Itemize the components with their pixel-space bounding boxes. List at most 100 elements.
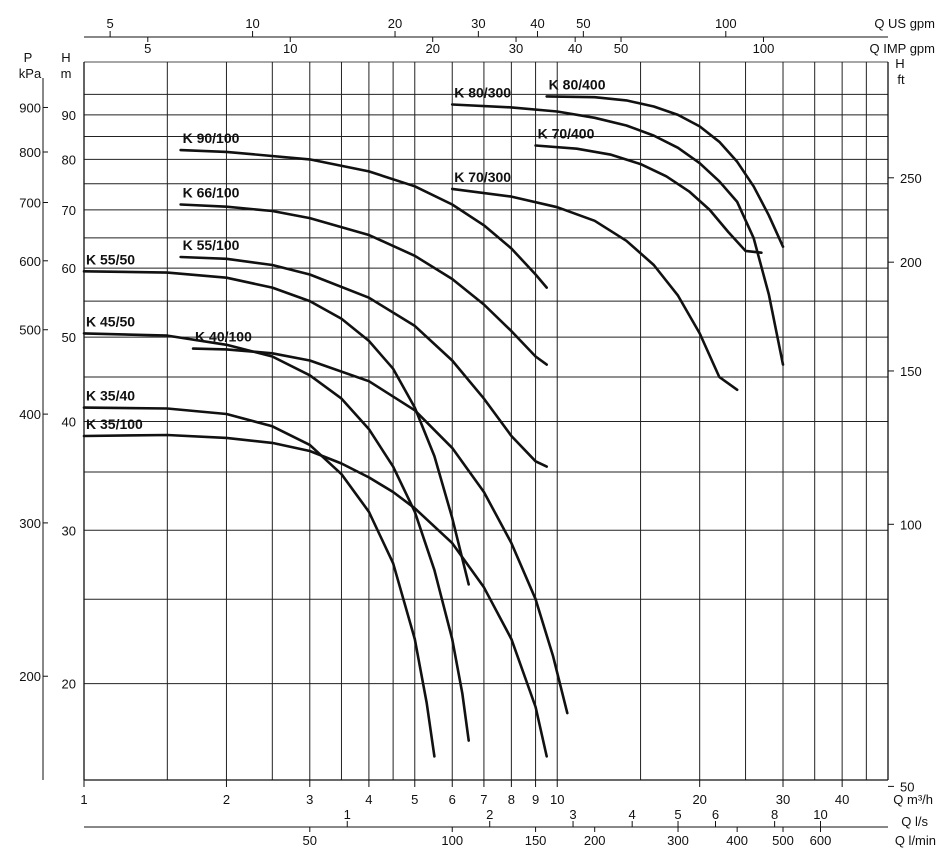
series-line (545, 95, 785, 248)
x-tick-label: 6 (449, 792, 456, 807)
pressure-axis-label: P (24, 50, 33, 65)
head-ft-axis-unit: ft (897, 72, 905, 87)
q-lmin-tick-label: 400 (726, 833, 748, 848)
x-axis-label: Q m³/h (893, 792, 933, 807)
series-label: K 70/300 (454, 169, 511, 185)
pressure-tick-label: 500 (19, 323, 41, 338)
q-ls-axis-label: Q l/s (901, 814, 928, 829)
q-ls-tick-label: 5 (674, 807, 681, 822)
q-lmin-tick-label: 100 (441, 833, 463, 848)
series-label: K 66/100 (183, 185, 240, 201)
x-tick-label: 8 (508, 792, 515, 807)
series-label: K 55/100 (183, 237, 240, 253)
q-ls-tick-label: 6 (712, 807, 719, 822)
series-label: K 90/100 (183, 130, 240, 146)
y-tick-label: 80 (62, 152, 76, 167)
q-us-gpm-axis-label: Q US gpm (874, 16, 935, 31)
q-lmin-tick-label: 300 (667, 833, 689, 848)
y-tick-label: 70 (62, 203, 76, 218)
x-tick-label: 20 (692, 792, 706, 807)
q-imp-gpm-tick-label: 100 (753, 41, 775, 56)
q-ls-tick-label: 4 (629, 807, 636, 822)
axes-layer: 1 2 3 4 5 6 7 8 9 10 20 30 40 Q m³/h 1 2 3 4 5 6 8 10 Q l/s 50 1… (19, 16, 936, 848)
q-ls-tick-label: 2 (486, 807, 493, 822)
q-imp-gpm-tick-label: 40 (568, 41, 582, 56)
x-tick-label: 9 (532, 792, 539, 807)
y-tick-label: 90 (62, 108, 76, 123)
x-tick-label: 10 (550, 792, 564, 807)
series-line (191, 347, 569, 715)
series-label: K 40/100 (195, 329, 252, 345)
series-line (82, 332, 470, 742)
q-us-gpm-tick-label: 5 (106, 16, 113, 31)
q-ls-tick-label: 10 (813, 807, 827, 822)
series-label: K 35/40 (86, 388, 135, 404)
y-tick-label: 20 (62, 677, 76, 692)
series-label: K 70/400 (538, 125, 595, 141)
q-us-gpm-tick-label: 10 (245, 16, 259, 31)
q-lmin-tick-label: 500 (772, 833, 794, 848)
series-line (450, 103, 785, 366)
q-ls-tick-label: 1 (344, 807, 351, 822)
q-imp-gpm-tick-label: 50 (614, 41, 628, 56)
series-label: K 80/400 (549, 76, 606, 92)
series-line (82, 406, 436, 758)
y-tick-label: 50 (62, 330, 76, 345)
series-line (179, 203, 548, 366)
x-tick-label: 40 (835, 792, 849, 807)
head-ft-tick-label: 100 (900, 517, 922, 532)
pressure-tick-label: 200 (19, 669, 41, 684)
q-lmin-tick-label: 200 (584, 833, 606, 848)
y-axis-label: H (61, 50, 70, 65)
series-label: K 55/50 (86, 251, 135, 267)
series-line (534, 144, 763, 254)
y-tick-label: 60 (62, 261, 76, 276)
series-line (82, 433, 548, 758)
pressure-tick-label: 400 (19, 407, 41, 422)
q-lmin-axis-label: Q l/min (895, 833, 936, 848)
q-us-gpm-tick-label: 40 (530, 16, 544, 31)
series-line (450, 187, 739, 392)
series-line (179, 255, 548, 468)
grid (83, 62, 889, 780)
y-tick-label: 40 (62, 415, 76, 430)
q-lmin-tick-label: 150 (525, 833, 547, 848)
q-ls-tick-label: 3 (569, 807, 576, 822)
series-label: K 80/300 (454, 84, 511, 100)
x-tick-label: 7 (480, 792, 487, 807)
y-axis-unit: m (61, 66, 72, 81)
head-ft-axis-label: H (895, 56, 904, 71)
q-imp-gpm-tick-label: 10 (283, 41, 297, 56)
q-imp-gpm-tick-label: 5 (144, 41, 151, 56)
pressure-tick-label: 800 (19, 145, 41, 160)
q-us-gpm-tick-label: 20 (388, 16, 402, 31)
head-ft-tick-label: 150 (900, 364, 922, 379)
pressure-tick-label: 300 (19, 516, 41, 531)
pressure-axis-unit: kPa (19, 66, 42, 81)
pressure-tick-label: 700 (19, 196, 41, 211)
q-ls-tick-label: 8 (771, 807, 778, 822)
x-tick-label: 4 (365, 792, 372, 807)
x-tick-label: 30 (776, 792, 790, 807)
pressure-tick-label: 600 (19, 254, 41, 269)
pressure-tick-label: 900 (19, 100, 41, 115)
y-tick-label: 30 (62, 523, 76, 538)
x-tick-label: 1 (80, 792, 87, 807)
q-imp-gpm-tick-label: 30 (509, 41, 523, 56)
head-ft-tick-label: 200 (900, 255, 922, 270)
q-lmin-tick-label: 600 (810, 833, 832, 848)
series-label: K 45/50 (86, 313, 135, 329)
x-tick-label: 2 (223, 792, 230, 807)
q-imp-gpm-tick-label: 20 (425, 41, 439, 56)
q-us-gpm-tick-label: 100 (715, 16, 737, 31)
head-ft-tick-label: 250 (900, 171, 922, 186)
series-line (179, 148, 548, 289)
plot-frame (83, 61, 889, 781)
q-lmin-tick-label: 50 (303, 833, 317, 848)
q-imp-gpm-axis-label: Q IMP gpm (869, 41, 935, 56)
head-ft-tick-label: 50 (900, 779, 914, 794)
series-layer: K 35/100 K 35/40 K 45/50 K 40/100 K 55/50 K 5… (82, 76, 785, 758)
x-tick-label: 5 (411, 792, 418, 807)
q-us-gpm-tick-label: 30 (471, 16, 485, 31)
